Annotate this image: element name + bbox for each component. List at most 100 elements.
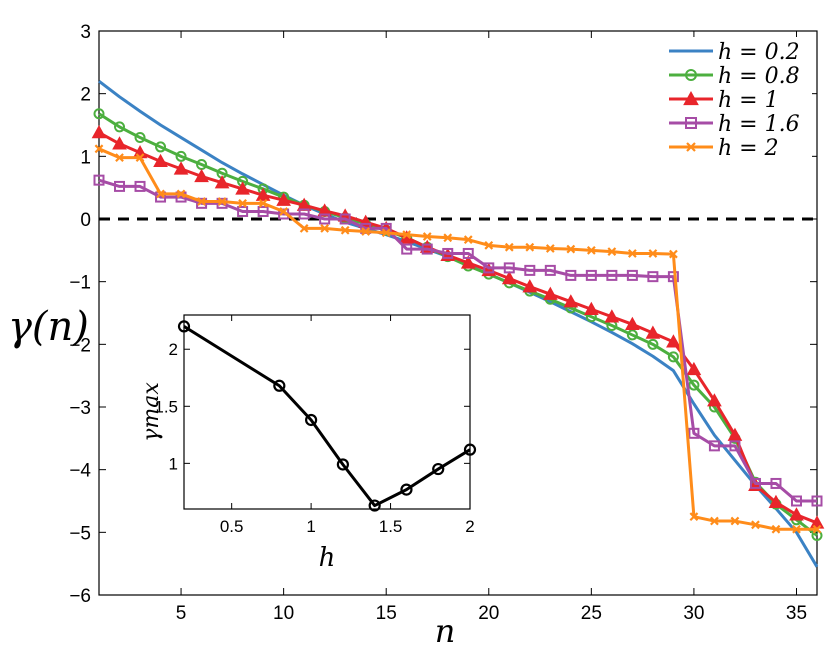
series-5-point [504,242,514,252]
series-4-point [114,180,126,192]
series-3-point [235,181,250,195]
inset-series-point [432,462,445,476]
series-3-point [604,309,620,323]
main-axis-ticks: 5 10 15 20 25 30 35 −6 −5 −4 −3 −2 −1 0 1 2 3 [69,22,817,624]
inset-x-tick-label: 1 [306,517,315,536]
series-5-point [792,524,801,534]
series-5-point [217,197,227,206]
series-5-point [771,524,781,534]
legend-marker-5 [686,142,696,152]
x-tick-label: 15 [376,603,397,624]
series-3-point [686,361,702,376]
series-5-point [156,189,165,199]
series-5-point [361,227,371,236]
y-tick-label: −2 [69,335,91,356]
x-tick-label: 5 [176,603,187,624]
series-5-point [627,249,637,258]
series-2-point [114,121,126,133]
inset-y-tick-label: 1 [169,454,178,473]
series-5-point [422,232,432,241]
inset-plot-frame [183,314,471,510]
series-2-point [155,141,167,153]
series-2-point [688,379,700,391]
series-5-point [710,516,719,526]
series-5-point [402,230,412,240]
series-5-point [566,244,576,254]
series-4-point [134,180,146,192]
series-3-point [276,192,291,206]
series-2-point [811,529,823,541]
series-3-point [214,175,230,189]
inset-axis-ticks: 0.5 1 1.5 2 1 1.5 2 [154,315,475,536]
y-tick-label: −4 [69,461,91,482]
series-5-point [730,516,740,526]
series-5-point [484,240,494,250]
series-line-5 [98,147,817,531]
inset-x-tick-label: 0.5 [220,517,244,536]
series-4-point [708,440,720,452]
series-3-point [563,294,579,308]
series-5-point [607,247,617,256]
series-5-point [135,153,145,162]
series-4-point [196,197,208,209]
x-tick-label: 30 [683,603,704,624]
legend-label-4: h = 1.6 [718,112,800,137]
inset-series-point [463,443,477,456]
series-5-point [381,228,391,238]
series-2-point [175,150,187,162]
y-tick-label: 1 [80,147,91,168]
series-3-point [707,393,722,407]
legend-box [660,37,812,165]
series-3-point [625,316,640,330]
legend-marker-3 [683,90,699,106]
series-5-point [443,233,453,243]
inset-series-point [368,499,381,512]
series-4-point [257,205,269,217]
y-tick-label: 2 [80,85,91,106]
y-tick-label: −3 [69,398,91,419]
series-5-point [812,524,822,534]
series-3-point [173,161,189,175]
series-5-point [751,520,760,530]
main-series-group [91,79,825,568]
main-x-axis-label: n [435,612,456,650]
inset-series-point [273,379,286,392]
inset-series-point [305,413,318,427]
series-4-point [93,174,105,186]
series-3-point [153,153,168,168]
series-3-point [317,203,333,217]
inset-series-point [336,458,349,471]
series-2-point [647,338,659,350]
x-tick-label: 35 [786,603,807,624]
x-tick-label: 10 [273,603,294,624]
series-4-point [606,269,618,281]
series-3-point [542,286,558,300]
series-4-point [729,440,741,452]
series-3-point [522,279,538,293]
series-4-point [647,271,659,283]
y-tick-label: 3 [80,22,91,43]
inset-series-point [177,320,191,333]
series-4-point [790,495,802,507]
series-3-point [789,507,804,521]
series-5-point [340,225,350,235]
series-2-point [667,351,679,363]
legend-label-5: h = 2 [718,136,779,161]
inset-y-tick-label: 1.5 [154,397,178,416]
series-4-point [462,247,474,259]
series-4-point [770,477,782,489]
y-tick-label: −1 [69,273,91,294]
x-tick-label: 20 [478,603,499,624]
series-2-point [134,132,146,144]
legend-label-1: h = 0.2 [718,40,800,65]
inset-series-group [177,320,477,512]
series-4-point [626,269,638,281]
series-4-point [565,269,577,281]
series-4-point [421,243,433,255]
series-4-point [237,205,249,217]
series-5-point [586,245,596,255]
series-4-point [585,269,597,281]
series-3-point [91,124,107,139]
inset-x-tick-label: 1.5 [379,517,403,536]
series-3-point [112,136,127,150]
